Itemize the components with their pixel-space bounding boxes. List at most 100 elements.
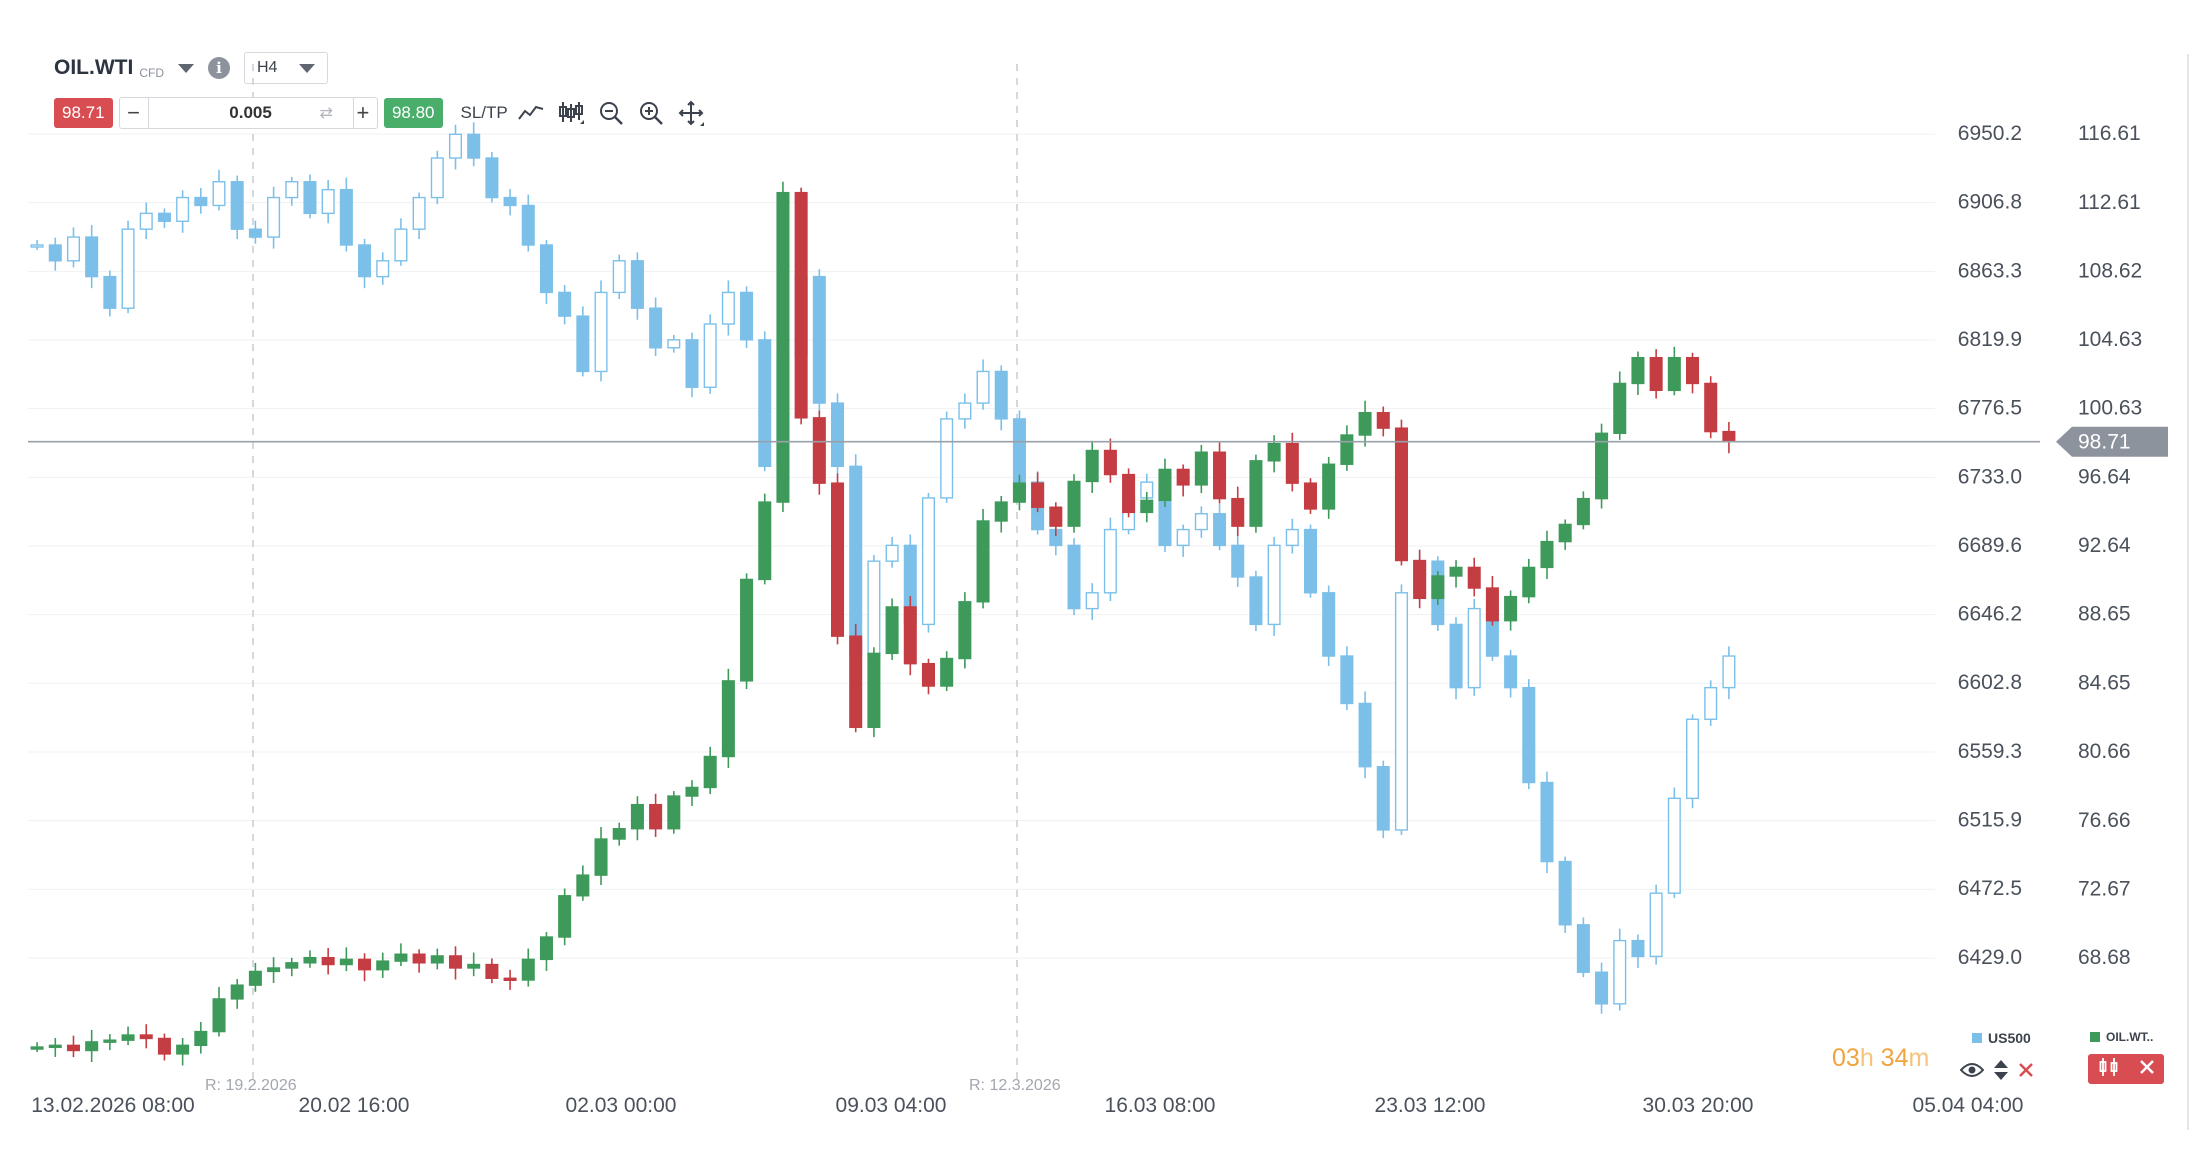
candle (903, 596, 917, 676)
legend-label: OIL.WT.. (2106, 1030, 2154, 1044)
info-icon[interactable]: i (208, 57, 230, 79)
y-tick-label-oil: 96.64 (2078, 465, 2131, 488)
candle-body (339, 958, 353, 966)
y-tick-label-oil: 76.66 (2078, 809, 2131, 832)
y-tick-label-us500: 6950.2 (1958, 122, 2022, 145)
volume-input[interactable] (147, 98, 354, 128)
candlestick-icon[interactable] (2099, 1057, 2119, 1082)
zoom-in-icon[interactable] (634, 96, 668, 130)
candle-body (1613, 382, 1627, 435)
symbol-name[interactable]: OIL.WTI CFD (54, 56, 164, 80)
candle-body (1303, 528, 1318, 594)
x-axis: 13.02.2026 08:00 20.02 16:00 02.03 00:00 09… (31, 1094, 2023, 1117)
y-tick-label-oil: 104.63 (2078, 328, 2142, 351)
candle-body (740, 578, 754, 682)
eye-icon[interactable] (1959, 1062, 1985, 1083)
candle (994, 365, 1008, 431)
candle (430, 948, 444, 970)
candle-body (85, 236, 99, 278)
candle (139, 1024, 153, 1049)
candle (267, 957, 281, 983)
candle-body (1213, 451, 1227, 500)
volume-stepper: − ⇄ + (118, 97, 378, 129)
y-tick-label-oil: 92.64 (2078, 534, 2131, 557)
oil-series-controls[interactable] (2088, 1054, 2164, 1084)
candle-body (758, 501, 772, 581)
candle (921, 658, 936, 695)
candle (976, 508, 990, 609)
candlestick-icon[interactable] (554, 96, 588, 130)
candle-body (121, 1034, 135, 1041)
candle-body (776, 191, 790, 503)
candle (649, 793, 663, 837)
trade-toolbar: 98.71 − ⇄ + 98.80 SL/TP (54, 96, 708, 130)
candle-body (667, 339, 681, 349)
candle (1685, 352, 1700, 394)
sell-button[interactable]: 98.71 (54, 98, 113, 128)
candle (1667, 346, 1681, 396)
candle-body (867, 560, 881, 657)
candle (1467, 557, 1481, 597)
x-tick-label: 13.02.2026 08:00 (31, 1094, 195, 1117)
candle-body (285, 181, 299, 199)
candle-body (1467, 607, 1481, 689)
candle-body (139, 1034, 153, 1040)
y-tick-label-us500: 6602.8 (1958, 671, 2022, 694)
candle (1722, 646, 1736, 700)
countdown-hours-unit: h (1859, 1044, 1874, 1072)
candle (103, 1034, 117, 1051)
candle (376, 252, 390, 285)
candle-body (1194, 451, 1208, 486)
candle-body (703, 323, 717, 388)
candle (831, 393, 845, 475)
candle (157, 1033, 171, 1061)
x-tick-label: 16.03 08:00 (1105, 1094, 1216, 1117)
range-marker-label: R: 19.2.2026 (205, 1077, 297, 1094)
candle (1103, 438, 1117, 483)
timeframe-selector[interactable]: H4 (244, 52, 329, 84)
increase-volume-button[interactable]: + (356, 100, 370, 125)
sort-icon[interactable] (1994, 1060, 2008, 1085)
candle (1540, 530, 1554, 579)
zoom-out-icon[interactable] (594, 96, 628, 130)
line-chart-icon[interactable] (514, 96, 548, 130)
candle (30, 1042, 44, 1052)
close-icon[interactable] (2018, 1062, 2034, 1083)
candle (248, 220, 262, 244)
swap-icon[interactable]: ⇄ (319, 105, 333, 122)
candle (176, 1038, 190, 1066)
chevron-down-icon[interactable] (178, 63, 194, 73)
chevron-down-icon (299, 63, 316, 73)
candle-body (885, 606, 899, 655)
candle-body (1085, 592, 1099, 610)
candle-body (794, 191, 808, 419)
y-tick-label-us500: 6515.9 (1958, 809, 2022, 832)
candle (376, 952, 390, 978)
crosshair-move-icon[interactable] (674, 96, 708, 130)
current-price-line: 98.71 (28, 426, 2168, 457)
candle (66, 227, 81, 268)
y-tick-label-oil: 80.66 (2078, 740, 2131, 763)
x-tick-label: 20.02 16:00 (299, 1094, 410, 1117)
candle (740, 573, 754, 690)
y-tick-label-us500: 6689.6 (1958, 534, 2022, 557)
buy-button[interactable]: 98.80 (383, 98, 443, 128)
candle (630, 796, 644, 841)
candle (212, 169, 226, 211)
decrease-volume-button[interactable]: − (127, 100, 140, 125)
candle-body (976, 370, 990, 404)
candle-body (303, 181, 317, 215)
close-icon[interactable] (2139, 1059, 2154, 1079)
legend-oil[interactable]: OIL.WT.. (2090, 1030, 2153, 1044)
candle (849, 624, 863, 733)
price-tag-label: 98.71 (2078, 431, 2131, 454)
sltp-button[interactable]: SL/TP (460, 103, 508, 122)
candle (139, 202, 153, 240)
candle-body (1522, 686, 1536, 784)
legend-us500[interactable]: US500 (1972, 1030, 2031, 1046)
candle-body (121, 228, 135, 309)
candle-body (103, 275, 117, 309)
candle (1012, 474, 1026, 511)
candle-body (1176, 528, 1190, 547)
